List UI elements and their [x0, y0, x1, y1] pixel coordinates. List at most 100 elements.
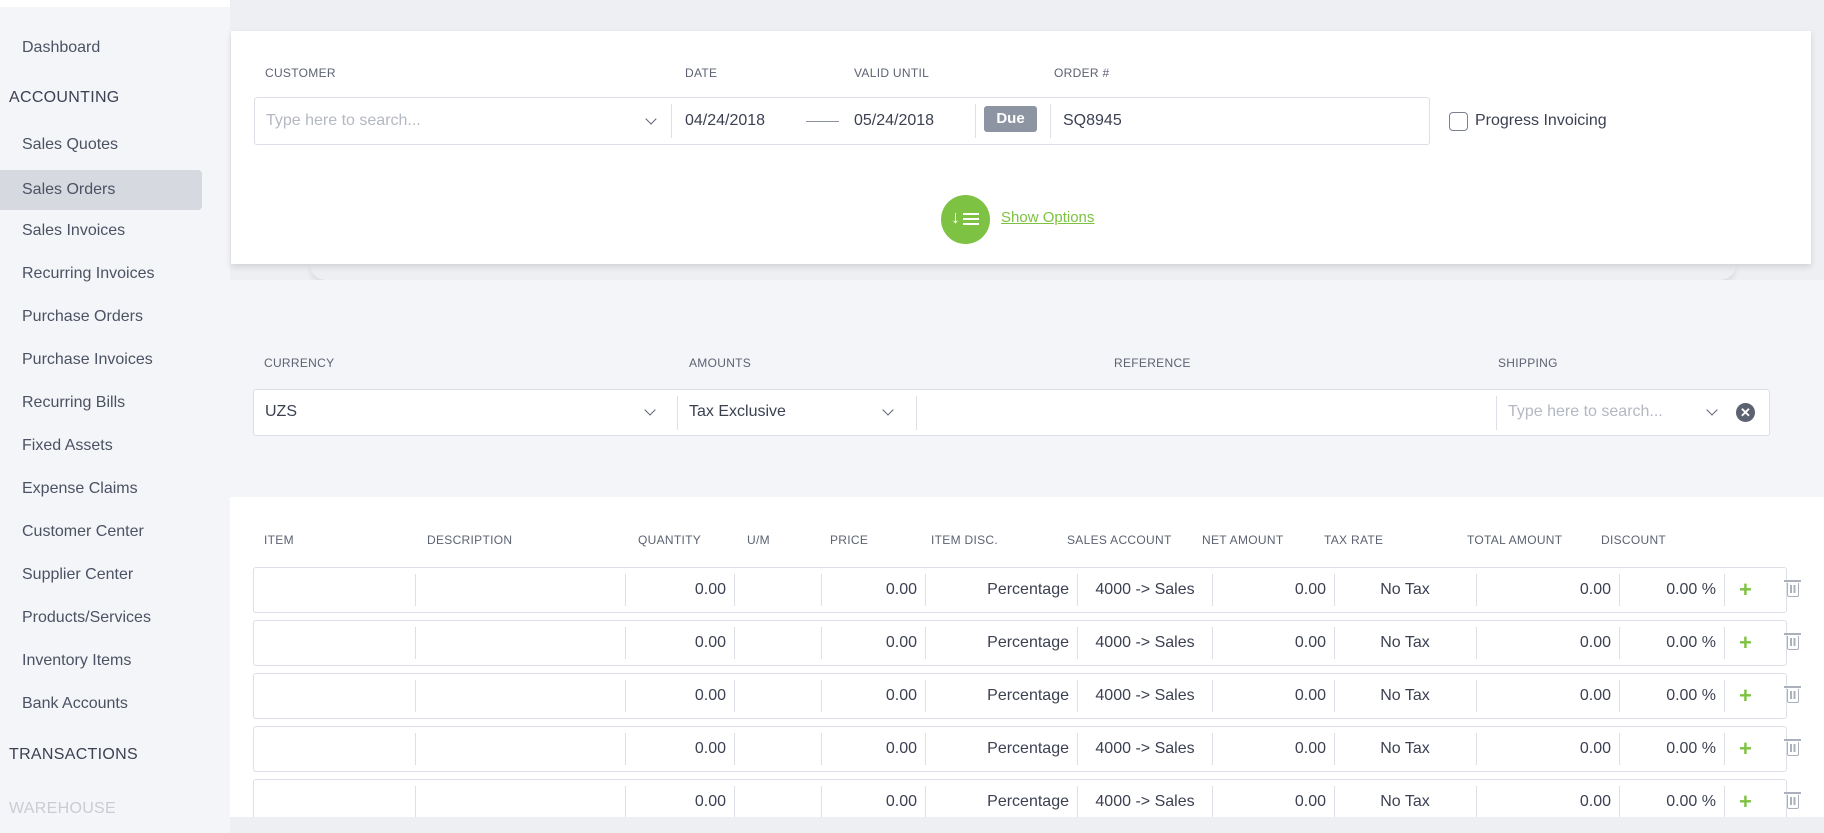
- show-options-button[interactable]: ↓: [941, 195, 990, 244]
- cell-net-amount[interactable]: 0.00: [1294, 687, 1326, 704]
- clear-icon[interactable]: ✕: [1736, 403, 1755, 422]
- cell-item-disc[interactable]: Percentage: [987, 793, 1069, 810]
- due-badge[interactable]: Due: [984, 106, 1037, 132]
- cell-item-disc[interactable]: Percentage: [987, 581, 1069, 598]
- cell-quantity[interactable]: 0.00: [694, 793, 726, 810]
- cell-item-disc[interactable]: Percentage: [987, 740, 1069, 757]
- cell-description[interactable]: [424, 674, 614, 718]
- cell-total-amount[interactable]: 0.00: [1579, 687, 1611, 704]
- sidebar-item-products-services[interactable]: Products/Services: [22, 609, 151, 626]
- chevron-down-icon[interactable]: [644, 404, 656, 416]
- cell-sales-account[interactable]: 4000 -> Sales: [1095, 793, 1195, 810]
- cell-discount[interactable]: 0.00 %: [1666, 740, 1716, 757]
- amounts-select[interactable]: Tax Exclusive: [689, 403, 786, 420]
- sidebar-item-supplier-center[interactable]: Supplier Center: [22, 566, 134, 583]
- cell-sales-account[interactable]: 4000 -> Sales: [1095, 740, 1195, 757]
- add-row-icon[interactable]: +: [1739, 736, 1752, 761]
- cell-description[interactable]: [424, 727, 614, 771]
- cell-quantity[interactable]: 0.00: [694, 581, 726, 598]
- sidebar-item-purchase-orders[interactable]: Purchase Orders: [22, 308, 143, 325]
- sidebar-item-bank-accounts[interactable]: Bank Accounts: [22, 695, 128, 712]
- cell-total-amount[interactable]: 0.00: [1579, 793, 1611, 810]
- add-row-icon[interactable]: +: [1739, 577, 1752, 602]
- cell-sales-account[interactable]: 4000 -> Sales: [1095, 687, 1195, 704]
- show-options-link[interactable]: Show Options: [1001, 209, 1095, 226]
- section-transactions[interactable]: TRANSACTIONS: [9, 746, 138, 763]
- cell-price[interactable]: 0.00: [885, 687, 917, 704]
- cell-net-amount[interactable]: 0.00: [1294, 740, 1326, 757]
- cell-um[interactable]: [743, 727, 813, 771]
- column-divider: [625, 680, 626, 712]
- date-input[interactable]: 04/24/2018: [685, 112, 766, 129]
- currency-select[interactable]: UZS: [265, 403, 297, 420]
- cell-item[interactable]: [262, 621, 407, 665]
- reference-input[interactable]: [929, 403, 1329, 423]
- column-divider: [415, 680, 416, 712]
- add-row-icon[interactable]: +: [1739, 789, 1752, 814]
- cell-quantity[interactable]: 0.00: [694, 687, 726, 704]
- progress-invoicing-label[interactable]: Progress Invoicing: [1475, 112, 1607, 129]
- cell-tax-rate[interactable]: No Tax: [1380, 793, 1430, 810]
- cell-description[interactable]: [424, 621, 614, 665]
- sidebar-item-fixed-assets[interactable]: Fixed Assets: [22, 437, 113, 454]
- cell-item[interactable]: [262, 674, 407, 718]
- progress-invoicing-checkbox[interactable]: [1449, 112, 1468, 131]
- cell-total-amount[interactable]: 0.00: [1579, 740, 1611, 757]
- cell-price[interactable]: 0.00: [885, 793, 917, 810]
- customer-input[interactable]: Type here to search...: [266, 112, 421, 129]
- chevron-down-icon[interactable]: [645, 113, 657, 125]
- cell-sales-account[interactable]: 4000 -> Sales: [1095, 581, 1195, 598]
- cell-quantity[interactable]: 0.00: [694, 740, 726, 757]
- cell-sales-account[interactable]: 4000 -> Sales: [1095, 634, 1195, 651]
- cell-total-amount[interactable]: 0.00: [1579, 634, 1611, 651]
- sidebar-item-recurring-invoices[interactable]: Recurring Invoices: [22, 265, 155, 282]
- cell-um[interactable]: [743, 674, 813, 718]
- cell-price[interactable]: 0.00: [885, 581, 917, 598]
- cell-item[interactable]: [262, 727, 407, 771]
- sidebar-item-sales-quotes[interactable]: Sales Quotes: [22, 136, 119, 153]
- sidebar-item-sales-orders[interactable]: Sales Orders: [0, 170, 202, 210]
- chevron-down-icon[interactable]: [1706, 404, 1718, 416]
- cell-total-amount[interactable]: 0.00: [1579, 581, 1611, 598]
- cell-tax-rate[interactable]: No Tax: [1380, 740, 1430, 757]
- trash-icon[interactable]: [1784, 739, 1801, 756]
- cell-discount[interactable]: 0.00 %: [1666, 634, 1716, 651]
- cell-tax-rate[interactable]: No Tax: [1380, 581, 1430, 598]
- cell-description[interactable]: [424, 568, 614, 612]
- cell-net-amount[interactable]: 0.00: [1294, 581, 1326, 598]
- valid-until-input[interactable]: 05/24/2018: [854, 112, 935, 129]
- cell-discount[interactable]: 0.00 %: [1666, 687, 1716, 704]
- order-number-input[interactable]: SQ8945: [1063, 112, 1122, 129]
- cell-tax-rate[interactable]: No Tax: [1380, 687, 1430, 704]
- add-row-icon[interactable]: +: [1739, 683, 1752, 708]
- sidebar-item-dashboard[interactable]: Dashboard: [22, 39, 101, 56]
- sidebar-item-sales-invoices[interactable]: Sales Invoices: [22, 222, 126, 239]
- trash-icon[interactable]: [1784, 686, 1801, 703]
- trash-icon[interactable]: [1784, 792, 1801, 809]
- sidebar: Dashboard ACCOUNTING Sales Quotes Sales …: [0, 0, 230, 833]
- cell-quantity[interactable]: 0.00: [694, 634, 726, 651]
- trash-icon[interactable]: [1784, 580, 1801, 597]
- cell-um[interactable]: [743, 568, 813, 612]
- trash-icon[interactable]: [1784, 633, 1801, 650]
- cell-item-disc[interactable]: Percentage: [987, 634, 1069, 651]
- cell-price[interactable]: 0.00: [885, 740, 917, 757]
- section-warehouse[interactable]: WAREHOUSE: [9, 800, 117, 817]
- add-row-icon[interactable]: +: [1739, 630, 1752, 655]
- shipping-input[interactable]: Type here to search...: [1508, 403, 1663, 420]
- cell-net-amount[interactable]: 0.00: [1294, 634, 1326, 651]
- cell-item[interactable]: [262, 568, 407, 612]
- sidebar-item-expense-claims[interactable]: Expense Claims: [22, 480, 138, 497]
- sidebar-item-inventory-items[interactable]: Inventory Items: [22, 652, 132, 669]
- cell-discount[interactable]: 0.00 %: [1666, 581, 1716, 598]
- cell-tax-rate[interactable]: No Tax: [1380, 634, 1430, 651]
- cell-net-amount[interactable]: 0.00: [1294, 793, 1326, 810]
- cell-um[interactable]: [743, 621, 813, 665]
- sidebar-item-recurring-bills[interactable]: Recurring Bills: [22, 394, 126, 411]
- sidebar-item-customer-center[interactable]: Customer Center: [22, 523, 144, 540]
- cell-discount[interactable]: 0.00 %: [1666, 793, 1716, 810]
- cell-item-disc[interactable]: Percentage: [987, 687, 1069, 704]
- chevron-down-icon[interactable]: [882, 404, 894, 416]
- cell-price[interactable]: 0.00: [885, 634, 917, 651]
- sidebar-item-purchase-invoices[interactable]: Purchase Invoices: [22, 351, 153, 368]
